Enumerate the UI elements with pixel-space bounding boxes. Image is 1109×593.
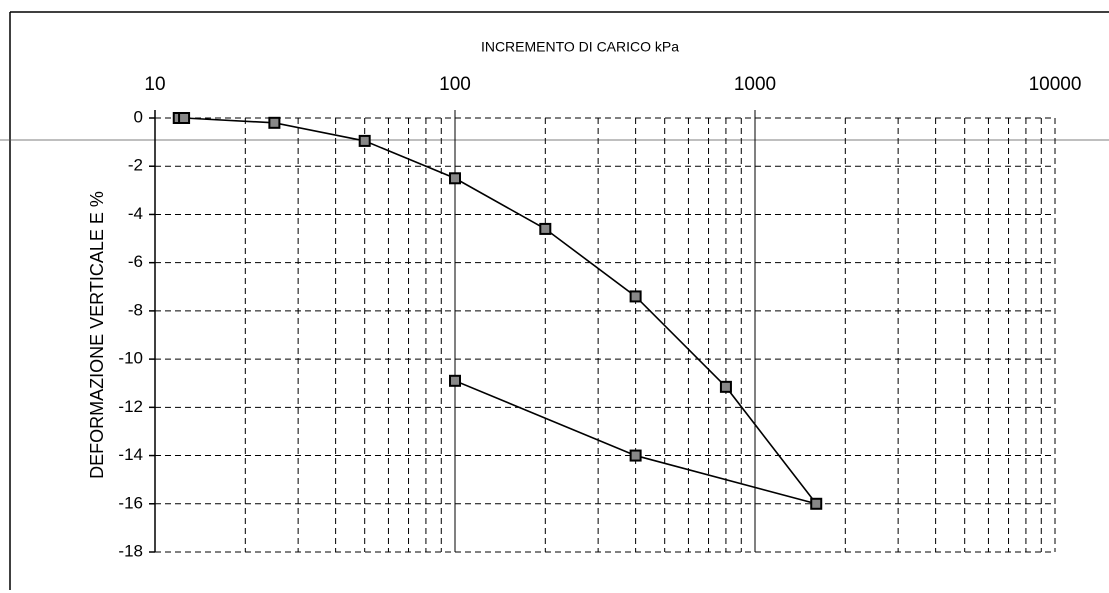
- data-marker: [629, 290, 642, 303]
- x-tick-label: 1000: [734, 74, 776, 95]
- data-marker: [358, 134, 371, 147]
- y-tick-label: -14: [118, 445, 143, 464]
- y-tick-label: 0: [134, 107, 143, 126]
- data-marker: [268, 116, 281, 129]
- y-tick-label: -12: [118, 397, 143, 416]
- y-tick-label: -8: [128, 300, 143, 319]
- data-marker: [719, 380, 732, 393]
- data-marker: [810, 497, 823, 510]
- y-tick-label: -6: [128, 252, 143, 271]
- y-tick-label: -16: [118, 493, 143, 512]
- y-tick-label: -10: [118, 349, 143, 368]
- y-tick-label: -18: [118, 541, 143, 560]
- x-tick-label: 100: [439, 74, 471, 95]
- data-marker: [449, 374, 461, 387]
- y-tick-label: -4: [128, 204, 143, 223]
- data-marker: [629, 449, 642, 462]
- data-marker: [539, 222, 552, 235]
- y-axis-label: DEFORMAZIONE VERTICALE E %: [87, 191, 107, 479]
- x-axis-label: INCREMENTO DI CARICO kPa: [481, 39, 679, 55]
- x-tick-label: 10000: [1029, 74, 1082, 95]
- x-tick-label: 10: [144, 74, 165, 95]
- data-marker: [178, 112, 191, 124]
- data-marker: [449, 172, 461, 185]
- y-tick-label: -2: [128, 156, 143, 175]
